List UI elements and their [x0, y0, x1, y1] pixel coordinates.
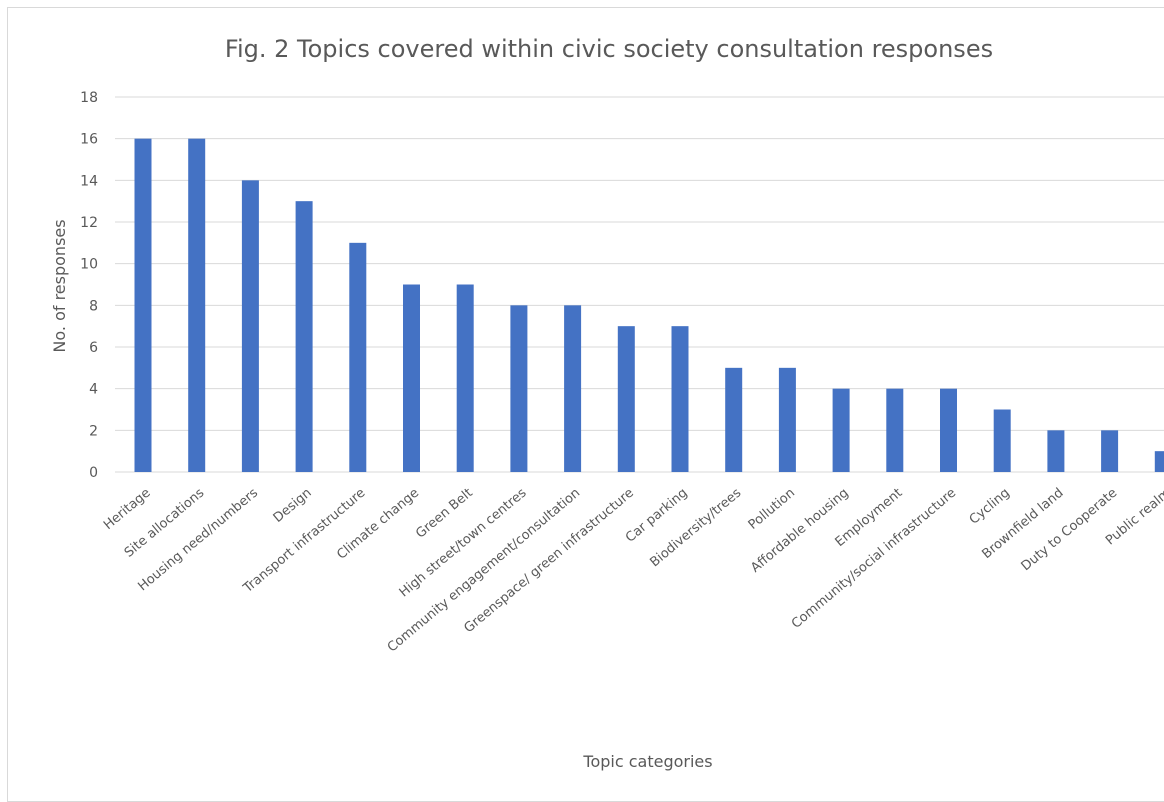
y-tick-label: 4	[89, 382, 98, 398]
x-category-label: Affordable housing	[748, 486, 851, 576]
bar	[1047, 430, 1064, 472]
y-tick-label: 8	[89, 298, 98, 314]
bar	[994, 410, 1011, 473]
y-tick-label: 6	[89, 340, 98, 356]
chart-title: Fig. 2 Topics covered within civic socie…	[225, 35, 993, 63]
bar	[188, 139, 205, 472]
y-tick-label: 2	[89, 423, 98, 439]
y-tick-label: 0	[89, 465, 98, 481]
bar	[1101, 430, 1118, 472]
y-tick-label: 18	[80, 90, 98, 106]
bar	[457, 285, 474, 473]
bar	[725, 368, 742, 472]
bar	[779, 368, 796, 472]
y-axis-ticks: 0 2 4 6 8 10 12 14 16 18	[80, 90, 98, 481]
bar	[349, 243, 366, 472]
bar	[833, 389, 850, 472]
bar	[672, 326, 689, 472]
y-tick-label: 16	[80, 132, 98, 148]
x-category-label: Heritage	[101, 486, 154, 534]
bar	[886, 389, 903, 472]
y-tick-label: 12	[80, 215, 98, 231]
bar	[296, 201, 313, 472]
y-tick-label: 10	[80, 257, 98, 273]
bar	[135, 139, 152, 472]
x-category-label: Community engagement/consultation	[385, 486, 583, 656]
x-category-label: Cycling	[967, 486, 1013, 528]
y-axis-title: No. of responses	[50, 219, 69, 352]
bar	[1155, 451, 1164, 472]
x-category-label: Duty to Cooperate	[1019, 486, 1121, 575]
x-category-label: Biodiversity/trees	[647, 485, 744, 570]
x-category-label: Pollution	[746, 486, 798, 533]
bar	[242, 180, 259, 472]
bar	[564, 305, 581, 472]
y-tick-label: 14	[80, 173, 98, 189]
bar	[940, 389, 957, 472]
x-category-label: Design	[271, 486, 315, 526]
bar	[510, 305, 527, 472]
bar	[403, 285, 420, 473]
x-axis-title: Topic categories	[582, 752, 712, 771]
bar	[618, 326, 635, 472]
